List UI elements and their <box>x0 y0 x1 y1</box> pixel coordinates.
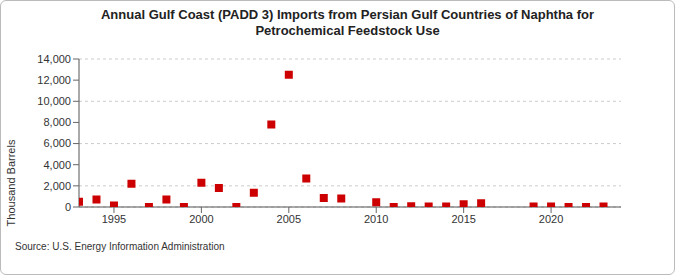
svg-text:6,000: 6,000 <box>43 137 71 149</box>
svg-text:2010: 2010 <box>364 213 388 225</box>
svg-text:2000: 2000 <box>189 213 213 225</box>
svg-text:4,000: 4,000 <box>43 159 71 171</box>
svg-text:12,000: 12,000 <box>37 74 71 86</box>
svg-text:2015: 2015 <box>451 213 475 225</box>
svg-text:14,000: 14,000 <box>37 53 71 65</box>
svg-text:2,000: 2,000 <box>43 180 71 192</box>
svg-text:0: 0 <box>65 201 71 213</box>
svg-text:Thousand Barrels: Thousand Barrels <box>8 139 17 226</box>
html-text:Annual Gulf Coast (PADD 3) Imp: Annual Gulf Coast (PADD 3) Imports from … <box>101 7 594 38</box>
svg-text:2005: 2005 <box>277 213 301 225</box>
svg-text:1995: 1995 <box>102 213 126 225</box>
html-text:Source: U.S. Energy Informatio: Source: U.S. Energy Information Administ… <box>15 241 225 252</box>
svg-text:8,000: 8,000 <box>43 116 71 128</box>
svg-text:10,000: 10,000 <box>37 95 71 107</box>
svg-text:2020: 2020 <box>539 213 563 225</box>
